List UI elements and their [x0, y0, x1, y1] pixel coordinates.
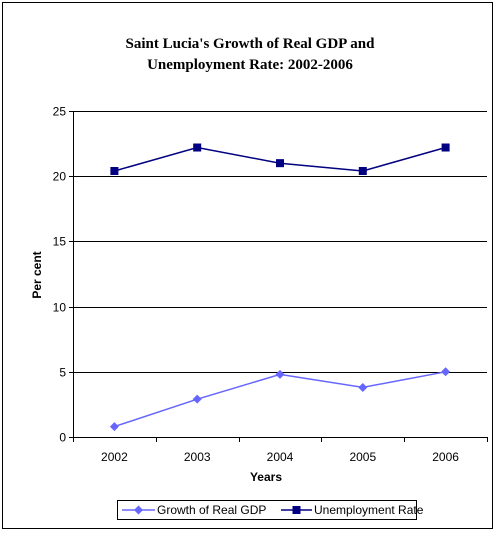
axes: 0 5 10 15 20 25 2002 2003 2004 2005 2006	[53, 105, 488, 464]
x-tick-label-2003: 2003	[184, 450, 211, 464]
point-gdp-2005	[358, 382, 368, 392]
point-unemployment-2006	[441, 143, 450, 152]
chart-title-line-1: Saint Lucia's Growth of Real GDP and	[126, 36, 376, 52]
chart-title-line-2: Unemployment Rate: 2002-2006	[147, 57, 353, 73]
series-unemployment	[110, 143, 450, 175]
legend-swatch-gdp-marker	[134, 505, 143, 515]
x-tick-label-2006: 2006	[432, 450, 459, 464]
y-tick-label-25: 25	[53, 105, 67, 119]
legend-label-gdp: Growth of Real GDP	[157, 503, 266, 517]
legend: Growth of Real GDP Unemployment Rate	[117, 500, 424, 520]
x-axis-title: Years	[250, 470, 282, 484]
point-unemployment-2002	[110, 166, 119, 175]
point-gdp-2003	[192, 394, 202, 404]
y-tick-label-20: 20	[53, 170, 67, 184]
y-tick-label-15: 15	[53, 235, 67, 249]
point-gdp-2006	[441, 367, 451, 377]
point-unemployment-2004	[276, 159, 284, 168]
series-gdp	[109, 367, 451, 432]
chart-border	[2, 2, 493, 529]
series	[109, 143, 451, 432]
point-gdp-2004	[275, 369, 285, 379]
y-axis-title: Per cent	[30, 251, 44, 298]
point-unemployment-2005	[358, 166, 367, 175]
legend-label-unemployment: Unemployment Rate	[314, 503, 424, 517]
y-tick-label-5: 5	[59, 366, 66, 380]
point-unemployment-2003	[193, 143, 202, 152]
gridlines	[73, 111, 487, 373]
x-tick-label-2004: 2004	[267, 450, 294, 464]
x-tick-label-2002: 2002	[101, 450, 128, 464]
legend-box	[117, 500, 417, 520]
point-gdp-2002	[109, 422, 119, 432]
y-tick-label-0: 0	[59, 431, 66, 445]
y-tick-label-10: 10	[53, 301, 67, 315]
x-tick-label-2005: 2005	[349, 450, 376, 464]
legend-swatch-unemployment-marker	[292, 506, 301, 514]
